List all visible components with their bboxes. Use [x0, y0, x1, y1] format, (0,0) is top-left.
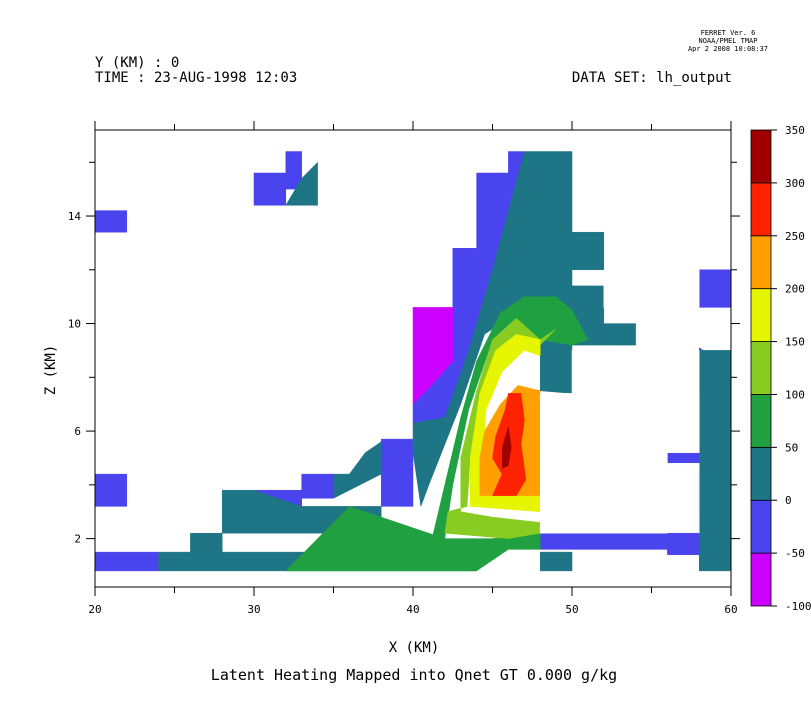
- colorbar-swatch: [750, 235, 772, 290]
- colorbar-swatch: [750, 552, 772, 607]
- x-axis-label: X (KM): [389, 640, 440, 656]
- colorbar-label: 0: [785, 494, 792, 507]
- colorbar-swatch: [750, 394, 772, 448]
- x-tick-label: 60: [724, 603, 737, 616]
- y-coordinate-label: Y (KM) : 0: [95, 55, 179, 71]
- x-tick-label: 50: [565, 603, 578, 616]
- y-tick-label: 6: [74, 425, 81, 438]
- y-axis-label: Z (KM): [43, 345, 59, 396]
- header-info: FERRET Ver. 6 NOAA/PMEL TMAP Apr 2 2008 …: [95, 29, 768, 86]
- ferret-org-label: NOAA/PMEL TMAP: [698, 37, 757, 45]
- colorbar-swatch: [750, 129, 772, 184]
- colorbar: -100 -50 0 50 100 150 200 250 300 350: [750, 124, 811, 613]
- colorbar-label: -50: [785, 547, 805, 560]
- y-tick-label: 2: [74, 533, 81, 546]
- chart-title: Latent Heating Mapped into Qnet GT 0.000…: [211, 666, 617, 684]
- contour-region: [502, 425, 512, 469]
- colorbar-swatch: [750, 499, 772, 554]
- contour-region: [698, 269, 732, 308]
- contour-region: [253, 151, 302, 206]
- ferret-version-label: FERRET Ver. 6: [701, 29, 756, 37]
- contour-region: [698, 350, 732, 572]
- dataset-label: DATA SET: lh_output: [572, 70, 732, 86]
- colorbar-label: 150: [785, 336, 805, 349]
- contour-region: [412, 151, 636, 507]
- y-tick-label: 10: [68, 318, 81, 331]
- contour-region: [333, 441, 382, 499]
- contour-region: [539, 551, 573, 572]
- colorbar-label: 250: [785, 230, 805, 243]
- time-label: TIME : 23-AUG-1998 12:03: [95, 70, 297, 86]
- colorbar-label: 300: [785, 177, 805, 190]
- colorbar-label: 350: [785, 124, 805, 137]
- colorbar-label: -100: [785, 600, 811, 613]
- x-tick-label: 30: [247, 603, 260, 616]
- contour-region: [285, 161, 318, 206]
- colorbar-swatch: [750, 446, 772, 501]
- colorbar-swatch: [750, 341, 772, 395]
- contour-region: [94, 210, 128, 233]
- contour-region: [667, 532, 700, 555]
- axes: 20 30 40 50 60 2 6 10 14: [68, 121, 740, 616]
- contour-region: [412, 307, 454, 405]
- y-tick-label: 14: [68, 210, 82, 223]
- colorbar-label: 50: [785, 441, 798, 454]
- colorbar-label: 100: [785, 388, 805, 401]
- masked-region: [667, 393, 700, 453]
- masked-region: [539, 393, 700, 534]
- contour-region: [190, 532, 223, 553]
- ferret-date-label: Apr 2 2008 10:08:37: [688, 45, 768, 53]
- x-tick-label: 20: [88, 603, 101, 616]
- contour-region: [539, 532, 668, 550]
- masked-region: [571, 350, 700, 394]
- contour-region: [94, 473, 128, 507]
- colorbar-swatch: [750, 288, 772, 342]
- masked-region: [603, 269, 700, 308]
- x-tick-label: 40: [406, 603, 419, 616]
- contour-region: [94, 551, 159, 572]
- contour-region: [301, 473, 334, 499]
- contour-region: [380, 438, 414, 507]
- colorbar-swatch: [750, 182, 772, 237]
- colorbar-label: 200: [785, 283, 805, 296]
- plot-area: [94, 130, 732, 587]
- contour-region: [285, 506, 541, 572]
